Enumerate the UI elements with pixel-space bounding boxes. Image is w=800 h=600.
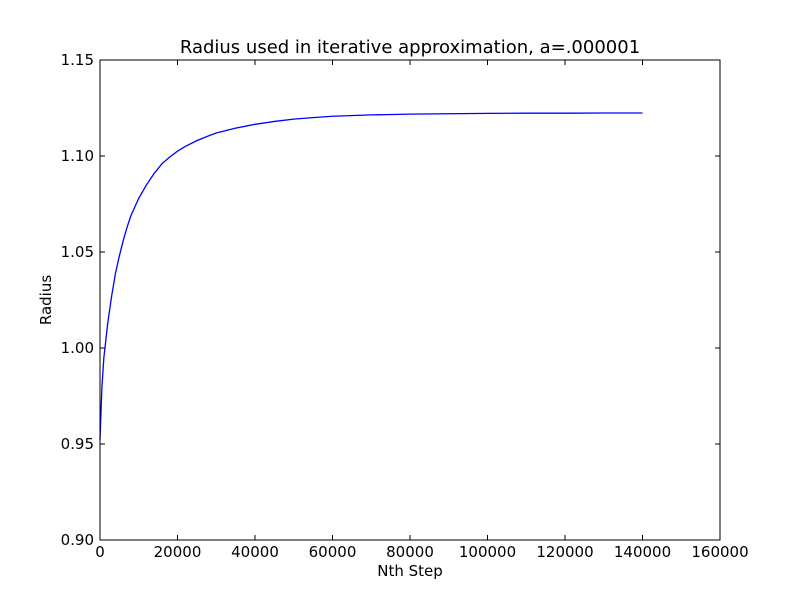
x-tick-label-4: 80000 (386, 543, 434, 561)
x-tick-label-0: 0 (95, 543, 105, 561)
x-tick-label-8: 160000 (691, 543, 748, 561)
y-tick-label-5: 1.15 (61, 51, 94, 69)
plot-frame (99, 59, 721, 541)
x-axis-label: Nth Step (377, 562, 443, 580)
x-tick-label-6: 120000 (536, 543, 593, 561)
x-tick-label-5: 100000 (459, 543, 516, 561)
y-axis-label: Radius (37, 275, 55, 325)
chart-title: Radius used in iterative approximation, … (180, 37, 640, 58)
y-tick-label-2: 1.00 (61, 339, 94, 357)
plot-area (99, 59, 721, 541)
x-axis: 0 20000 40000 60000 80000 100000 120000 140000 1… (95, 60, 749, 561)
x-tick-label-7: 140000 (614, 543, 671, 561)
y-tick-label-1: 0.95 (61, 435, 94, 453)
series-line (99, 112, 643, 441)
y-axis: 0.90 0.95 1.00 1.05 1.10 1.15 (61, 51, 720, 549)
x-tick-label-3: 60000 (309, 543, 357, 561)
y-tick-label-4: 1.10 (61, 147, 94, 165)
y-tick-label-0: 0.90 (61, 531, 94, 549)
x-tick-label-1: 20000 (154, 543, 202, 561)
y-tick-label-3: 1.05 (61, 243, 94, 261)
x-tick-label-2: 40000 (231, 543, 279, 561)
